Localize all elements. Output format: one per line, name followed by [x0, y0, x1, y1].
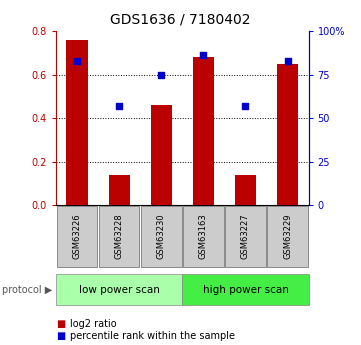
- Text: GSM63228: GSM63228: [115, 214, 123, 259]
- Text: low power scan: low power scan: [79, 285, 160, 295]
- Text: high power scan: high power scan: [203, 285, 288, 295]
- Text: GSM63163: GSM63163: [199, 214, 208, 259]
- Bar: [66, 40, 87, 205]
- Bar: [235, 175, 256, 205]
- Point: [74, 58, 80, 63]
- Text: log2 ratio: log2 ratio: [70, 319, 117, 328]
- Text: percentile rank within the sample: percentile rank within the sample: [70, 332, 235, 341]
- Bar: [109, 175, 130, 205]
- Text: GSM63226: GSM63226: [73, 214, 82, 259]
- Text: GSM63227: GSM63227: [241, 214, 250, 259]
- Bar: [151, 105, 172, 205]
- Text: ■: ■: [56, 319, 65, 328]
- Bar: [277, 64, 298, 205]
- Text: GSM63230: GSM63230: [157, 214, 166, 259]
- Text: protocol ▶: protocol ▶: [2, 285, 52, 295]
- Point: [285, 58, 291, 63]
- Text: GSM63229: GSM63229: [283, 214, 292, 259]
- Text: ■: ■: [56, 332, 65, 341]
- Point: [200, 53, 206, 58]
- Point: [158, 72, 164, 77]
- Text: GDS1636 / 7180402: GDS1636 / 7180402: [110, 12, 251, 26]
- Bar: [193, 57, 214, 205]
- Point: [116, 103, 122, 109]
- Point: [243, 103, 248, 109]
